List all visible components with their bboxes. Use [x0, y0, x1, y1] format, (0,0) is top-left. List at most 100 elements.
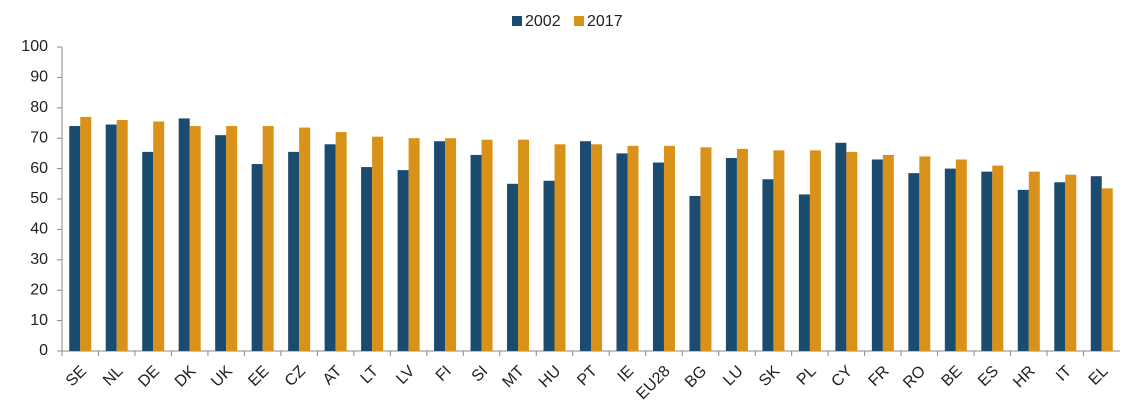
y-tick-label: 10 [30, 312, 48, 329]
bar [663, 145, 675, 351]
bar [518, 139, 530, 351]
bar [1065, 174, 1077, 351]
bar [262, 126, 274, 351]
y-tick-label: 100 [21, 38, 48, 55]
bar [580, 141, 591, 351]
y-tick-label: 40 [30, 221, 48, 238]
y-tick-label: 60 [30, 160, 48, 177]
bar [652, 162, 664, 351]
bar [445, 138, 457, 351]
bar [251, 164, 263, 351]
bar [226, 126, 238, 351]
x-tick-label: LU [720, 363, 746, 389]
x-tick-label: LV [393, 363, 418, 388]
x-tick-label: AT [320, 363, 346, 389]
x-tick-label: MT [499, 363, 528, 392]
bar [116, 119, 128, 352]
bar [871, 159, 883, 351]
bar [507, 183, 519, 351]
bar [809, 150, 821, 351]
bar [992, 165, 1004, 351]
x-tick-label: UK [208, 363, 236, 391]
bar [627, 145, 639, 351]
bar [397, 170, 409, 351]
y-tick-label: 90 [30, 69, 48, 86]
x-tick-label: IE [615, 363, 638, 386]
bar [372, 136, 384, 351]
bar [616, 153, 628, 351]
bar [554, 144, 566, 351]
bar [215, 135, 227, 351]
bar [153, 121, 165, 351]
x-tick-label: BG [682, 363, 710, 391]
bar [798, 194, 810, 351]
x-tick-label: SI [469, 363, 492, 386]
x-tick-label: LT [358, 363, 383, 388]
bar [80, 116, 92, 351]
legend-swatch [574, 16, 584, 26]
bar [591, 144, 602, 351]
legend-swatch [512, 16, 522, 26]
bar [543, 180, 555, 351]
bar [299, 127, 311, 351]
x-tick-label: CZ [282, 363, 309, 390]
x-tick-label: EL [1086, 363, 1112, 389]
bar [919, 156, 931, 351]
bar [689, 195, 701, 351]
bar [481, 139, 493, 351]
bar [470, 154, 482, 351]
bar [1028, 171, 1040, 351]
x-tick-label: FR [866, 363, 893, 390]
x-tick-label: CY [828, 363, 856, 391]
bar [944, 168, 956, 351]
x-tick-label: SK [756, 363, 783, 390]
x-tick-label: RO [900, 363, 929, 392]
bar [762, 179, 774, 351]
bar [725, 157, 737, 351]
bar [700, 147, 712, 351]
bar [1054, 182, 1066, 351]
bar [981, 171, 993, 351]
x-tick-label: HR [1010, 363, 1038, 391]
bar [189, 126, 201, 351]
bar [773, 150, 785, 351]
y-tick-label: 50 [30, 190, 48, 207]
x-tick-label: DK [172, 363, 200, 391]
bar [882, 154, 894, 351]
bar [736, 148, 748, 351]
x-tick-label: EE [245, 363, 272, 390]
x-tick-label: DE [135, 363, 163, 391]
x-tick-label: EU28 [633, 363, 673, 403]
y-tick-label: 30 [30, 251, 48, 268]
x-tick-label: NL [100, 363, 127, 390]
y-tick-label: 80 [30, 99, 48, 116]
x-tick-label: PL [794, 363, 820, 389]
y-tick-label: 0 [39, 342, 48, 359]
x-tick-label: IT [1053, 363, 1075, 385]
bar [835, 142, 847, 351]
bar [288, 151, 300, 351]
x-tick-label: HU [536, 363, 564, 391]
x-tick-label: PT [574, 363, 601, 390]
bar [434, 141, 446, 351]
bar [408, 138, 420, 351]
bar [1090, 176, 1102, 351]
x-tick-label: BE [939, 363, 966, 390]
bar [1017, 189, 1029, 351]
bar [955, 159, 967, 351]
x-tick-label: ES [975, 363, 1002, 390]
x-tick-label: FI [433, 363, 455, 385]
bar [846, 151, 858, 351]
legend-label: 2002 [525, 13, 561, 30]
bar [324, 144, 336, 351]
y-tick-label: 20 [30, 281, 48, 298]
bar [178, 118, 190, 351]
y-tick-label: 70 [30, 129, 48, 146]
legend-label: 2017 [587, 13, 623, 30]
bar [105, 124, 117, 352]
x-tick-label: SE [63, 363, 90, 390]
bar [69, 126, 81, 351]
bar [361, 167, 373, 351]
bar [335, 132, 347, 351]
bar [142, 151, 154, 351]
